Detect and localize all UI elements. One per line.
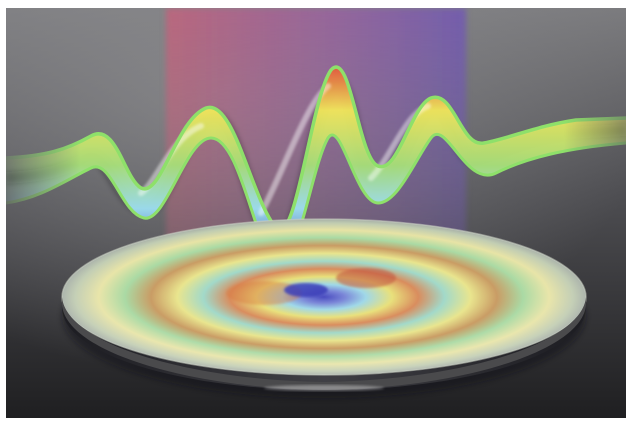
- wave-ribbon-bottom-edge: [6, 133, 626, 265]
- pattern-disc-sheen: [62, 219, 586, 375]
- wave-illustration: [6, 8, 626, 418]
- wave-ribbon: [6, 65, 626, 265]
- wave-ribbon-top-edge: [6, 65, 626, 232]
- wave-illustration-svg: [6, 8, 626, 418]
- pattern-disc-rim-glint: [264, 385, 384, 391]
- wave-ribbon-surface: [6, 67, 626, 264]
